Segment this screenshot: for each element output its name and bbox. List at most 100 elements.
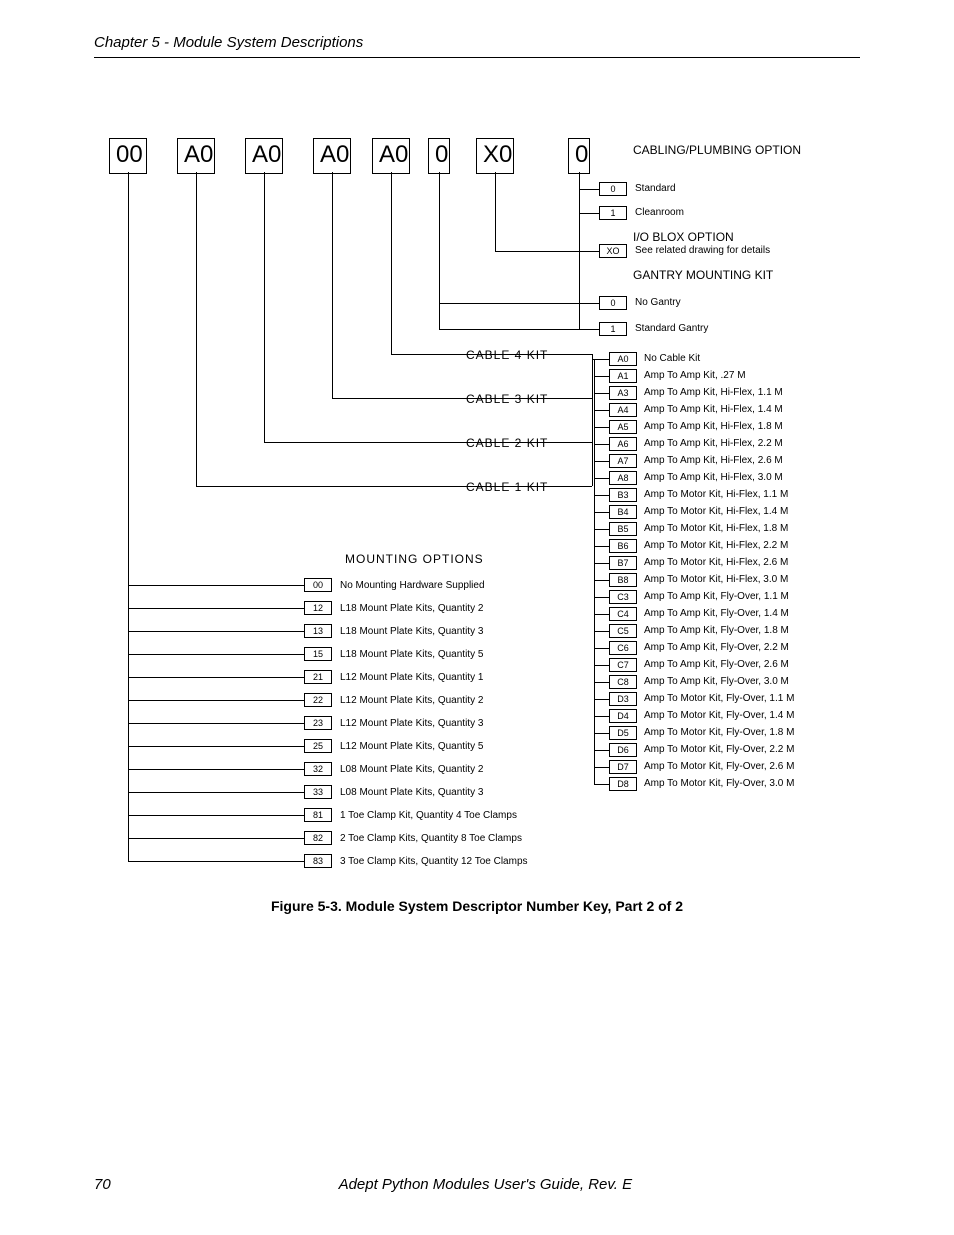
descriptor-box-4: A0 bbox=[372, 138, 410, 174]
cable-option-label: Amp To Motor Kit, Hi-Flex, 1.1 M bbox=[644, 489, 788, 500]
cable-option-label: Amp To Amp Kit, Hi-Flex, 1.1 M bbox=[644, 387, 783, 398]
cable-option-label: Amp To Amp Kit, Hi-Flex, 3.0 M bbox=[644, 472, 783, 483]
cable-option-tag: D8 bbox=[609, 777, 637, 791]
cable-option-tag: A3 bbox=[609, 386, 637, 400]
connector bbox=[594, 716, 609, 717]
cable-option-label: Amp To Motor Kit, Hi-Flex, 2.2 M bbox=[644, 540, 788, 551]
mounting-option-tag: 32 bbox=[304, 762, 332, 776]
mounting-option-tag: 23 bbox=[304, 716, 332, 730]
cable-kit-label: CABLE 1 KIT bbox=[466, 480, 548, 494]
connector bbox=[594, 461, 609, 462]
connector bbox=[128, 677, 304, 678]
option-tag: 0 bbox=[599, 296, 627, 310]
cable-option-tag: C6 bbox=[609, 641, 637, 655]
mounting-option-label: L08 Mount Plate Kits, Quantity 3 bbox=[340, 787, 483, 798]
connector bbox=[439, 303, 599, 304]
mounting-option-label: L12 Mount Plate Kits, Quantity 3 bbox=[340, 718, 483, 729]
connector bbox=[128, 700, 304, 701]
connector bbox=[128, 585, 304, 586]
cable-option-tag: D4 bbox=[609, 709, 637, 723]
connector bbox=[594, 495, 609, 496]
connector bbox=[594, 614, 609, 615]
descriptor-box-1: A0 bbox=[177, 138, 215, 174]
cable-option-tag: B4 bbox=[609, 505, 637, 519]
connector bbox=[128, 792, 304, 793]
cable-option-label: Amp To Motor Kit, Hi-Flex, 2.6 M bbox=[644, 557, 788, 568]
connector bbox=[594, 699, 609, 700]
mounting-option-label: 1 Toe Clamp Kit, Quantity 4 Toe Clamps bbox=[340, 810, 517, 821]
cable-option-label: Amp To Motor Kit, Fly-Over, 1.8 M bbox=[644, 727, 794, 738]
connector bbox=[128, 746, 304, 747]
connector bbox=[594, 750, 609, 751]
connector bbox=[264, 172, 265, 442]
connector bbox=[594, 563, 609, 564]
mounting-option-tag: 25 bbox=[304, 739, 332, 753]
option-tag: 0 bbox=[599, 182, 627, 196]
connector bbox=[332, 398, 592, 399]
mounting-option-label: No Mounting Hardware Supplied bbox=[340, 580, 485, 591]
connector bbox=[579, 213, 599, 214]
connector bbox=[439, 329, 599, 330]
cable-option-label: Amp To Motor Kit, Fly-Over, 1.4 M bbox=[644, 710, 794, 721]
mounting-option-tag: 82 bbox=[304, 831, 332, 845]
connector bbox=[128, 631, 304, 632]
cable-option-tag: C5 bbox=[609, 624, 637, 638]
option-label: No Gantry bbox=[635, 297, 681, 308]
mounting-option-label: 2 Toe Clamp Kits, Quantity 8 Toe Clamps bbox=[340, 833, 522, 844]
connector bbox=[332, 172, 333, 398]
connector bbox=[495, 251, 599, 252]
chapter-header: Chapter 5 - Module System Descriptions bbox=[94, 34, 860, 58]
connector bbox=[594, 665, 609, 666]
cable-option-tag: A5 bbox=[609, 420, 637, 434]
cable-option-tag: A6 bbox=[609, 437, 637, 451]
cable-kit-label: CABLE 2 KIT bbox=[466, 436, 548, 450]
mounting-option-tag: 13 bbox=[304, 624, 332, 638]
connector bbox=[579, 189, 599, 190]
option-tag: 1 bbox=[599, 322, 627, 336]
connector bbox=[128, 769, 304, 770]
mounting-title: MOUNTING OPTIONS bbox=[345, 552, 484, 566]
mounting-option-tag: 12 bbox=[304, 601, 332, 615]
cable-option-tag: D6 bbox=[609, 743, 637, 757]
section-title: I/O BLOX OPTION bbox=[633, 230, 734, 244]
connector bbox=[128, 172, 129, 861]
connector bbox=[594, 597, 609, 598]
connector bbox=[594, 546, 609, 547]
connector bbox=[594, 682, 609, 683]
mounting-option-tag: 21 bbox=[304, 670, 332, 684]
cable-option-tag: D5 bbox=[609, 726, 637, 740]
connector bbox=[594, 648, 609, 649]
connector bbox=[594, 580, 609, 581]
connector bbox=[391, 172, 392, 354]
connector bbox=[594, 427, 609, 428]
option-tag: 1 bbox=[599, 206, 627, 220]
connector bbox=[128, 654, 304, 655]
mounting-option-tag: 00 bbox=[304, 578, 332, 592]
mounting-option-tag: 22 bbox=[304, 693, 332, 707]
cable-option-label: Amp To Amp Kit, Hi-Flex, 2.2 M bbox=[644, 438, 783, 449]
cable-option-tag: C4 bbox=[609, 607, 637, 621]
connector bbox=[128, 608, 304, 609]
cable-option-tag: D3 bbox=[609, 692, 637, 706]
option-label: Standard bbox=[635, 183, 676, 194]
option-label: Standard Gantry bbox=[635, 323, 708, 334]
cable-option-label: Amp To Motor Kit, Fly-Over, 1.1 M bbox=[644, 693, 794, 704]
descriptor-box-6: X0 bbox=[476, 138, 514, 174]
connector bbox=[594, 393, 609, 394]
cable-option-tag: B7 bbox=[609, 556, 637, 570]
cable-option-label: Amp To Motor Kit, Fly-Over, 2.6 M bbox=[644, 761, 794, 772]
mounting-option-label: L12 Mount Plate Kits, Quantity 2 bbox=[340, 695, 483, 706]
footer-title: Adept Python Modules User's Guide, Rev. … bbox=[94, 1176, 860, 1193]
cable-option-label: Amp To Motor Kit, Hi-Flex, 3.0 M bbox=[644, 574, 788, 585]
connector bbox=[594, 359, 595, 784]
connector bbox=[594, 529, 609, 530]
cable-option-tag: C8 bbox=[609, 675, 637, 689]
connector bbox=[594, 767, 609, 768]
cable-option-tag: A1 bbox=[609, 369, 637, 383]
mounting-option-label: L12 Mount Plate Kits, Quantity 1 bbox=[340, 672, 483, 683]
connector bbox=[128, 815, 304, 816]
connector bbox=[594, 631, 609, 632]
cable-option-label: Amp To Motor Kit, Fly-Over, 3.0 M bbox=[644, 778, 794, 789]
cable-option-label: Amp To Amp Kit, Hi-Flex, 1.8 M bbox=[644, 421, 783, 432]
connector bbox=[196, 172, 197, 486]
